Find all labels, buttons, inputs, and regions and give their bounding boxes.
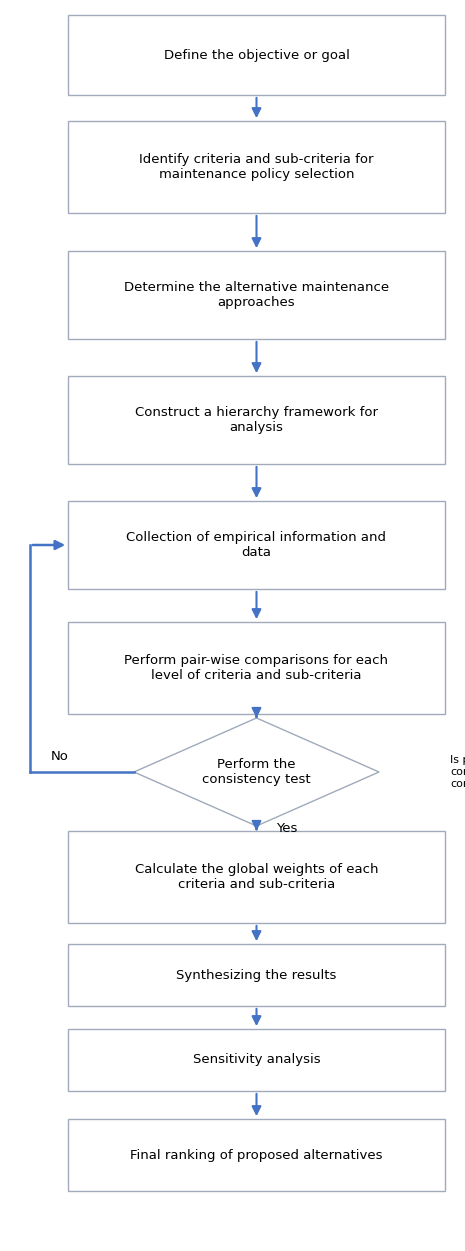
Text: Sensitivity analysis: Sensitivity analysis bbox=[193, 1053, 320, 1067]
FancyBboxPatch shape bbox=[68, 251, 445, 339]
Text: Synthesizing the results: Synthesizing the results bbox=[176, 968, 337, 982]
Text: Construct a hierarchy framework for
analysis: Construct a hierarchy framework for anal… bbox=[135, 407, 378, 434]
FancyBboxPatch shape bbox=[68, 15, 445, 95]
FancyBboxPatch shape bbox=[68, 1030, 445, 1091]
Text: Collection of empirical information and
data: Collection of empirical information and … bbox=[126, 530, 386, 559]
FancyBboxPatch shape bbox=[68, 121, 445, 213]
Text: Yes: Yes bbox=[276, 822, 297, 834]
FancyBboxPatch shape bbox=[68, 831, 445, 923]
FancyBboxPatch shape bbox=[68, 622, 445, 714]
Text: No: No bbox=[51, 751, 69, 763]
Text: Is par-wise
comparison
consistent?: Is par-wise comparison consistent? bbox=[450, 756, 465, 788]
Text: Calculate the global weights of each
criteria and sub-criteria: Calculate the global weights of each cri… bbox=[135, 863, 378, 891]
FancyBboxPatch shape bbox=[68, 500, 445, 589]
Text: Determine the alternative maintenance
approaches: Determine the alternative maintenance ap… bbox=[124, 281, 389, 309]
FancyBboxPatch shape bbox=[68, 1118, 445, 1191]
Text: Identify criteria and sub-criteria for
maintenance policy selection: Identify criteria and sub-criteria for m… bbox=[139, 153, 374, 181]
FancyBboxPatch shape bbox=[68, 945, 445, 1006]
Text: Perform the
consistency test: Perform the consistency test bbox=[202, 758, 311, 786]
FancyBboxPatch shape bbox=[68, 377, 445, 464]
Text: Define the objective or goal: Define the objective or goal bbox=[164, 49, 349, 61]
Text: Final ranking of proposed alternatives: Final ranking of proposed alternatives bbox=[130, 1148, 383, 1161]
Text: Perform pair-wise comparisons for each
level of criteria and sub-criteria: Perform pair-wise comparisons for each l… bbox=[125, 654, 388, 682]
Polygon shape bbox=[134, 718, 379, 826]
